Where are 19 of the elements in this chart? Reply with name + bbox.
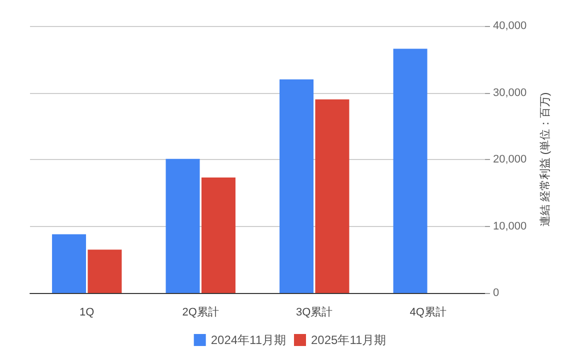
y-axis-title: 連結 経常利益 (単位：百万) (538, 92, 552, 227)
y-tick-label: 40,000 (493, 20, 527, 32)
x-tick-label: 3Q累計 (296, 306, 333, 318)
legend-label: 2024年11月期 (210, 333, 286, 347)
bar (393, 48, 428, 293)
bar (315, 99, 350, 293)
y-tick-label: 0 (493, 287, 500, 299)
bar (52, 234, 86, 293)
y-tick-label: 20,000 (493, 154, 527, 166)
y-tick-label: 30,000 (493, 86, 527, 99)
bar (166, 158, 200, 293)
x-tick-label: 1Q (80, 306, 95, 318)
x-tick-label: 4Q累計 (410, 306, 446, 318)
bar (280, 79, 314, 293)
legend-label: 2025年11月期 (311, 333, 386, 347)
bar (88, 250, 122, 293)
bar (201, 178, 236, 293)
x-tick-label: 2Q累計 (182, 306, 219, 318)
y-tick-label: 10,000 (493, 220, 527, 232)
